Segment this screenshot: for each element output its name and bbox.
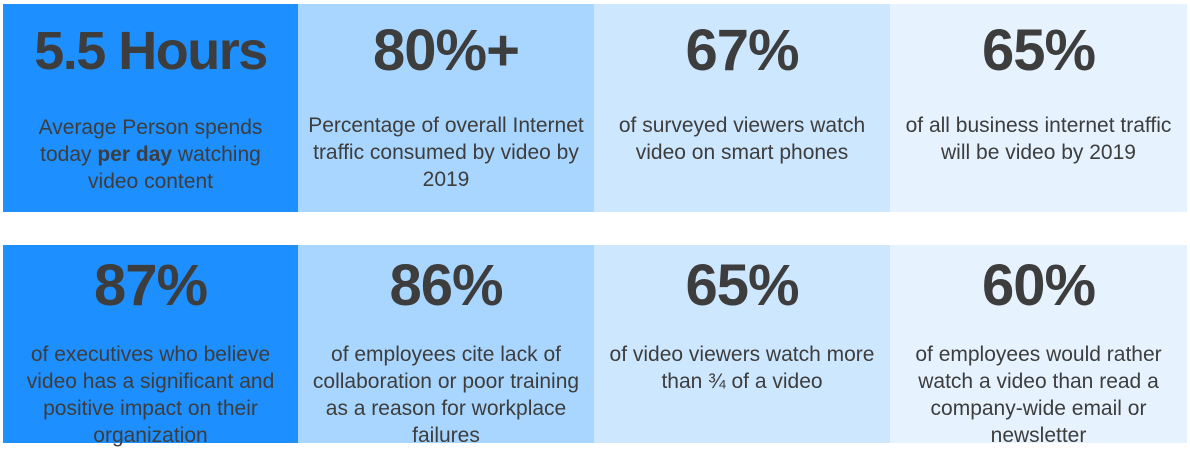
stat-tile-collaboration: 86% of employees cite lack of collaborat… <box>298 245 594 447</box>
stat-description: of video viewers watch more than ¾ of a … <box>609 343 875 393</box>
stat-tile-hours: 5.5 Hours Average Person spends today pe… <box>3 4 298 212</box>
desc-text: watching video content <box>88 143 261 193</box>
stat-value: 65% <box>685 253 799 318</box>
stat-value: 67% <box>685 18 799 83</box>
stat-value: 87% <box>93 253 208 318</box>
stat-description: of all business internet traffic will be… <box>905 114 1172 164</box>
stat-description: Average Person spends today per day watc… <box>13 114 288 195</box>
stat-tile-smart-phones: 67% of surveyed viewers watch video on s… <box>594 4 890 212</box>
stat-tile-executives: 87% of executives who believe video has … <box>3 245 298 447</box>
stat-value: 65% <box>981 18 1096 83</box>
stat-description: of executives who believe video has a si… <box>26 343 275 447</box>
stat-tile-internet-traffic: 80%+ Percentage of overall Internet traf… <box>298 4 594 212</box>
stats-row-top: 5.5 Hours Average Person spends today pe… <box>3 4 1187 212</box>
desc-text: Average Person spends today <box>38 116 263 166</box>
stat-value: 86% <box>389 253 503 318</box>
stat-value: 80%+ <box>373 18 520 83</box>
stat-value: 60% <box>981 253 1096 318</box>
stat-description: of employees would rather watch a video … <box>915 343 1162 447</box>
stat-description: of employees cite lack of collaboration … <box>312 343 580 447</box>
stat-tile-business-traffic: 65% of all business internet traffic wil… <box>890 4 1187 212</box>
stat-description: Percentage of overall Internet traffic c… <box>308 114 584 191</box>
stat-description: of surveyed viewers watch video on smart… <box>618 114 866 164</box>
desc-bold-text: per day <box>97 143 173 166</box>
stat-value: 5.5 Hours <box>34 21 268 81</box>
stat-tile-video-viewers: 65% of video viewers watch more than ¾ o… <box>594 245 890 443</box>
stat-tile-email-preference: 60% of employees would rather watch a vi… <box>890 245 1187 447</box>
stats-row-bottom: 87% of executives who believe video has … <box>3 245 1187 447</box>
